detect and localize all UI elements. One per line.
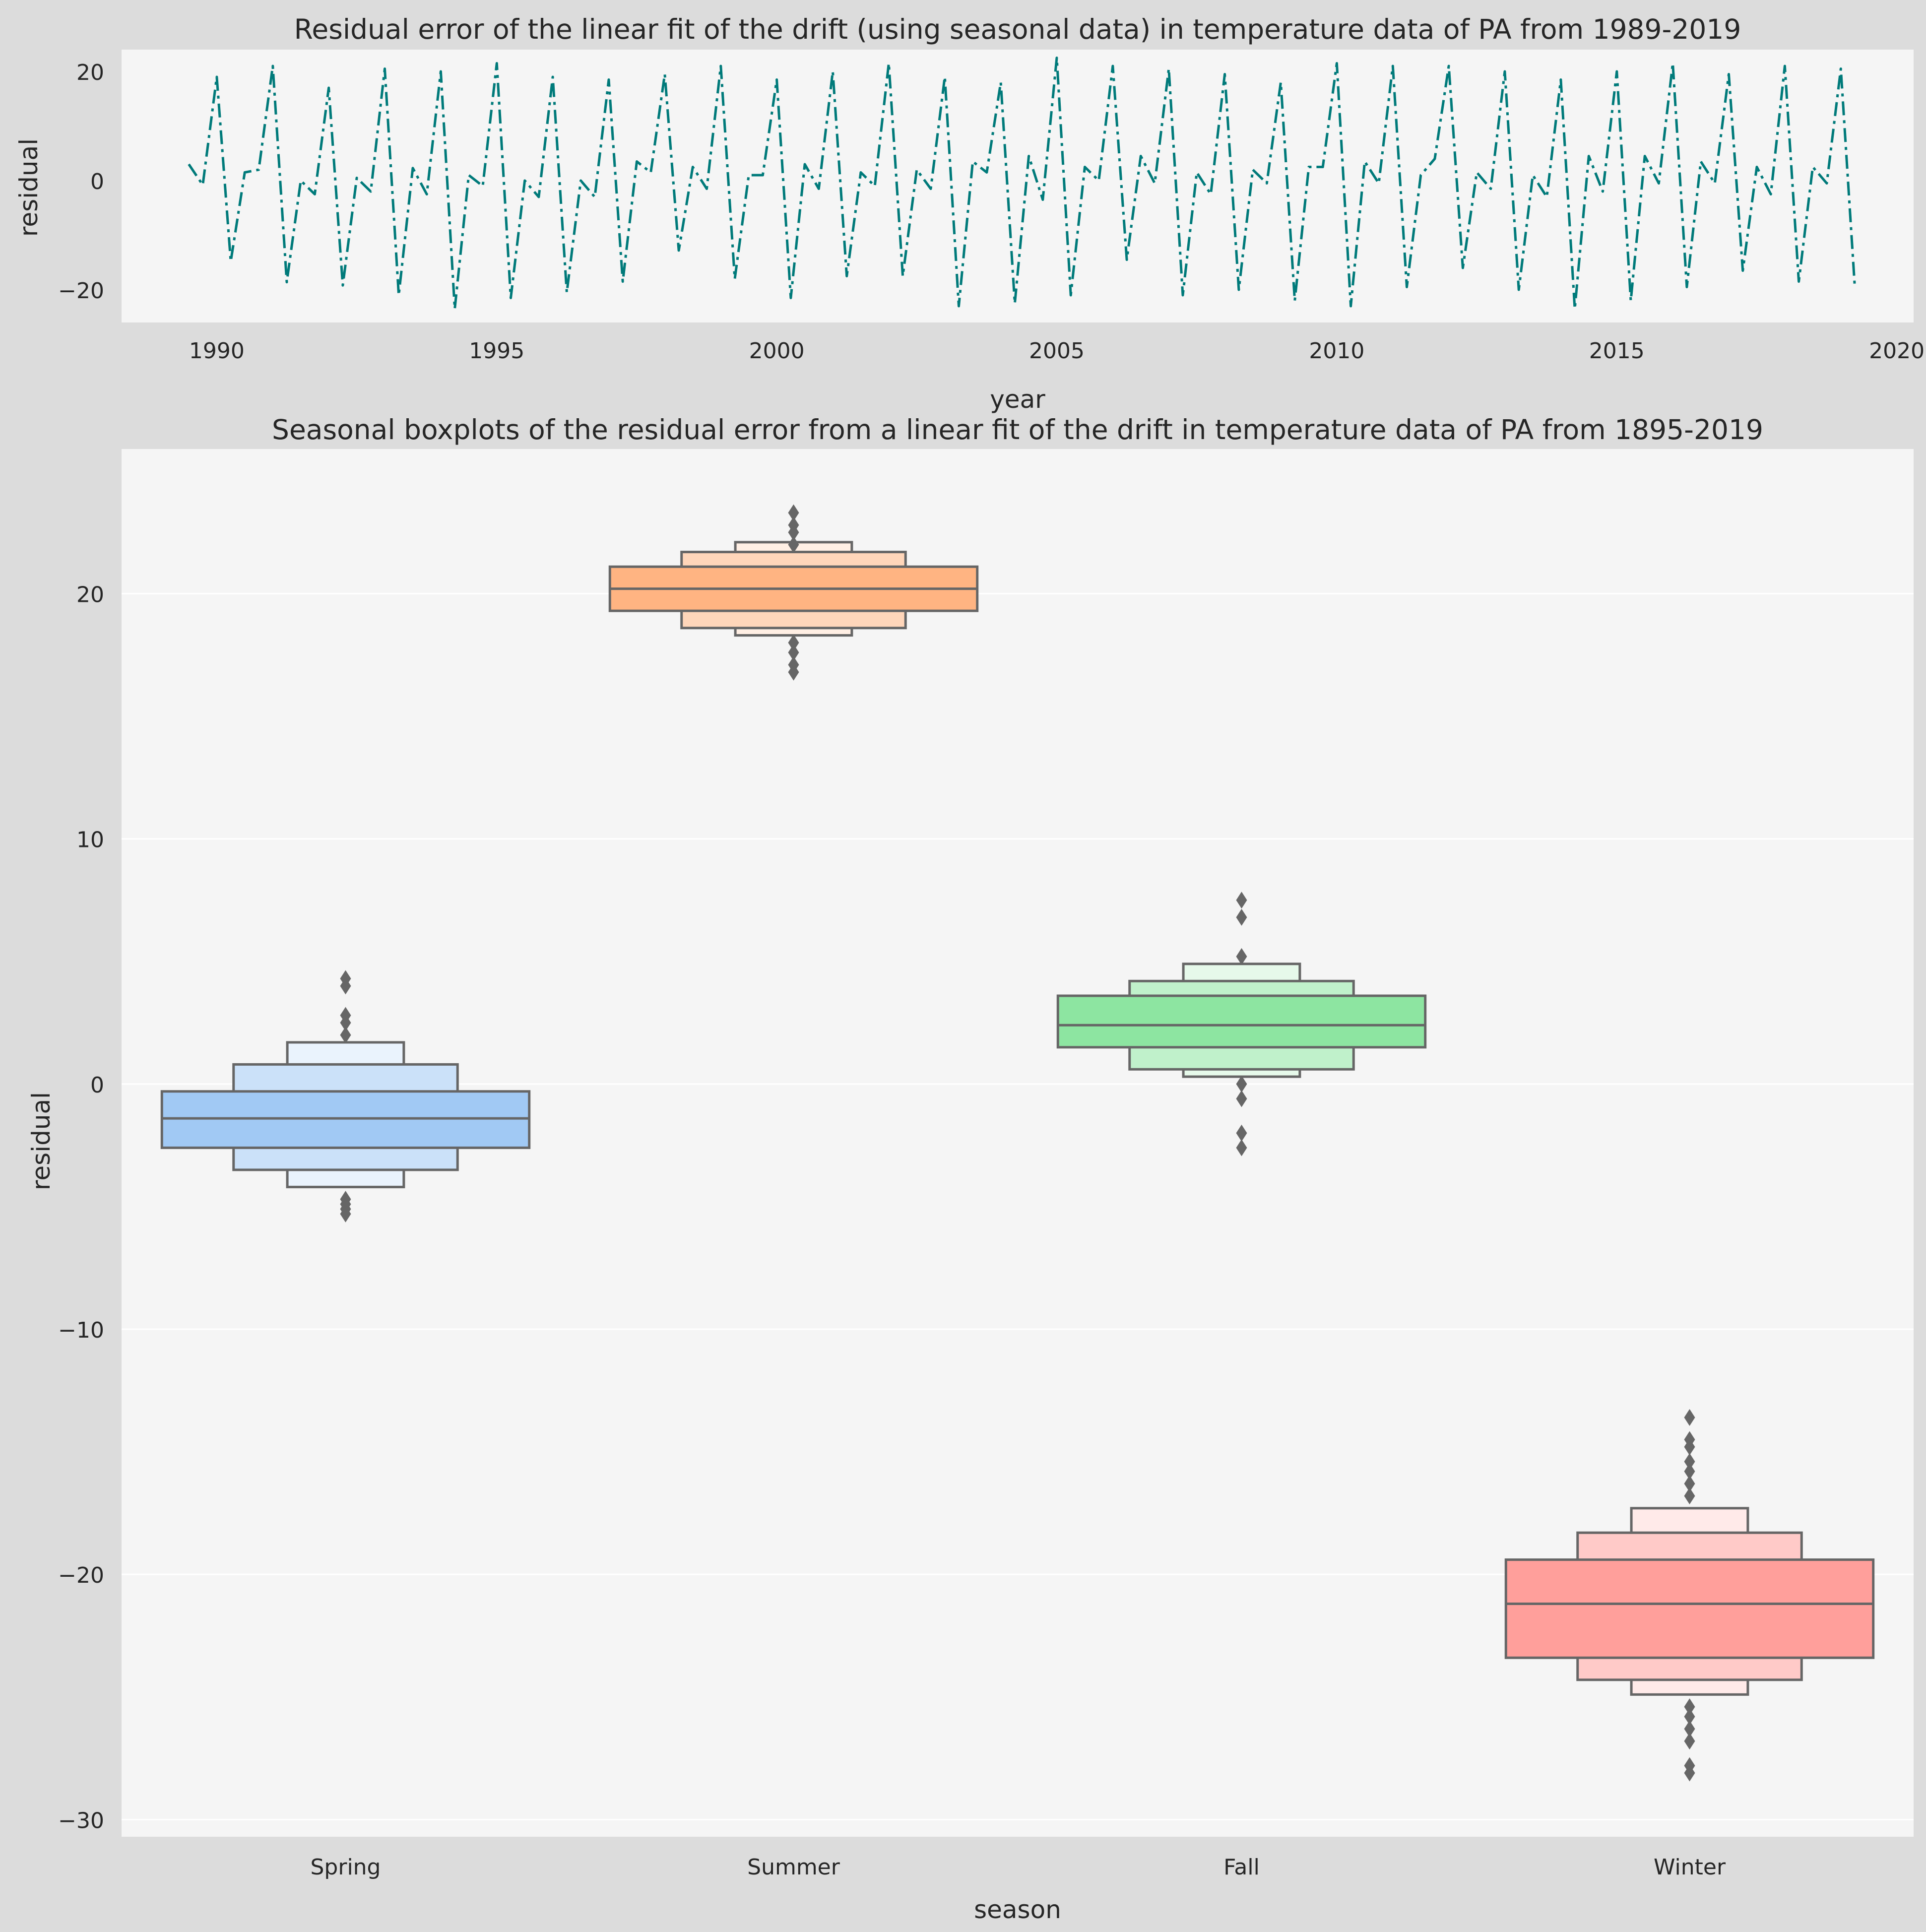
boxen-outlier	[788, 663, 799, 681]
box-y-tick-label: −10	[58, 1318, 104, 1343]
line-x-tick-label: 1995	[469, 338, 524, 364]
boxen-spring	[160, 970, 531, 1223]
boxen-box-level-1	[1056, 994, 1427, 1049]
line-x-tick-label: 2020	[1869, 338, 1925, 364]
box-x-tick-label: Fall	[1223, 1855, 1260, 1880]
box-y-tick-label: −30	[58, 1808, 104, 1833]
boxen-outlier	[1684, 1708, 1695, 1725]
box-chart-title: Seasonal boxplots of the residual error …	[272, 414, 1763, 446]
line-x-tick-label: 1990	[189, 338, 245, 364]
line-x-tick-label: 2015	[1589, 338, 1645, 364]
boxen-outlier	[1684, 1453, 1695, 1470]
boxen-outlier	[788, 536, 799, 553]
line-y-axis-label: residual	[14, 138, 43, 237]
boxen-outlier	[1236, 908, 1247, 926]
boxen-outlier	[1236, 1075, 1247, 1093]
box-y-tick-label: −20	[58, 1563, 104, 1588]
boxen-winter	[1504, 1409, 1875, 1782]
line-x-tick-label: 2005	[1029, 338, 1085, 364]
box-x-tick-label: Winter	[1654, 1855, 1726, 1880]
boxen-outlier	[340, 1205, 351, 1223]
box-x-axis-label: season	[974, 1895, 1061, 1924]
boxen-outlier	[1236, 1124, 1247, 1142]
boxen-fall	[1056, 892, 1427, 1157]
boxen-box-level-1	[1504, 1558, 1875, 1659]
boxen-outlier	[1236, 1090, 1247, 1107]
line-chart-title: Residual error of the linear fit of the …	[294, 13, 1741, 45]
boxen-outlier	[788, 524, 799, 541]
box-y-tick-labels: −30 −20 −10 0 10 20	[58, 582, 104, 1834]
box-y-tick-label: 10	[76, 828, 104, 853]
boxen-outlier	[1684, 1698, 1695, 1716]
boxen-outlier	[788, 644, 799, 661]
boxen-outlier	[1236, 892, 1247, 909]
boxen-outlier	[1684, 1764, 1695, 1782]
box-x-tick-label: Summer	[747, 1855, 840, 1880]
boxen-outlier	[1684, 1720, 1695, 1738]
boxen-outlier	[1684, 1409, 1695, 1426]
boxen-summer	[608, 504, 979, 681]
seasonal-boxplot-panel: −30 −20 −10 0 10 20 Spring Summer Fall Winter Se…	[27, 414, 1914, 1924]
box-x-tick-labels: Spring Summer Fall Winter	[311, 1855, 1726, 1880]
boxen-outlier	[340, 977, 351, 995]
boxen-outlier	[1236, 948, 1247, 965]
boxen-outlier	[788, 634, 799, 651]
line-x-axis-label: year	[990, 385, 1045, 414]
boxen-outlier	[1236, 1139, 1247, 1157]
residual-line-panel: −20 0 20 1990 1995 2000 2005 2010 2015 2020 Resi…	[14, 13, 1925, 414]
boxen-outlier	[340, 1014, 351, 1031]
line-x-tick-label: 2000	[749, 338, 805, 364]
line-y-tick-label: 0	[90, 169, 104, 194]
boxen-outlier	[1684, 1733, 1695, 1750]
line-y-tick-label: 20	[76, 60, 104, 85]
residual-line	[188, 57, 1856, 310]
boxen-outlier	[1684, 1487, 1695, 1505]
box-marks	[160, 504, 1875, 1782]
box-y-tick-label: 20	[76, 582, 104, 608]
boxen-outlier	[1684, 1463, 1695, 1480]
box-y-axis-label: residual	[27, 1092, 56, 1190]
box-x-tick-label: Spring	[311, 1855, 381, 1880]
boxen-outlier	[340, 1027, 351, 1044]
line-x-tick-label: 2010	[1309, 338, 1364, 364]
boxen-outlier	[788, 504, 799, 521]
boxen-outlier	[1684, 1438, 1695, 1456]
line-y-tick-labels: −20 0 20	[58, 60, 104, 304]
line-y-tick-label: −20	[58, 278, 104, 304]
box-y-tick-label: 0	[90, 1073, 104, 1098]
boxen-outlier	[1684, 1475, 1695, 1492]
line-x-tick-labels: 1990 1995 2000 2005 2010 2015 2020	[189, 338, 1925, 364]
